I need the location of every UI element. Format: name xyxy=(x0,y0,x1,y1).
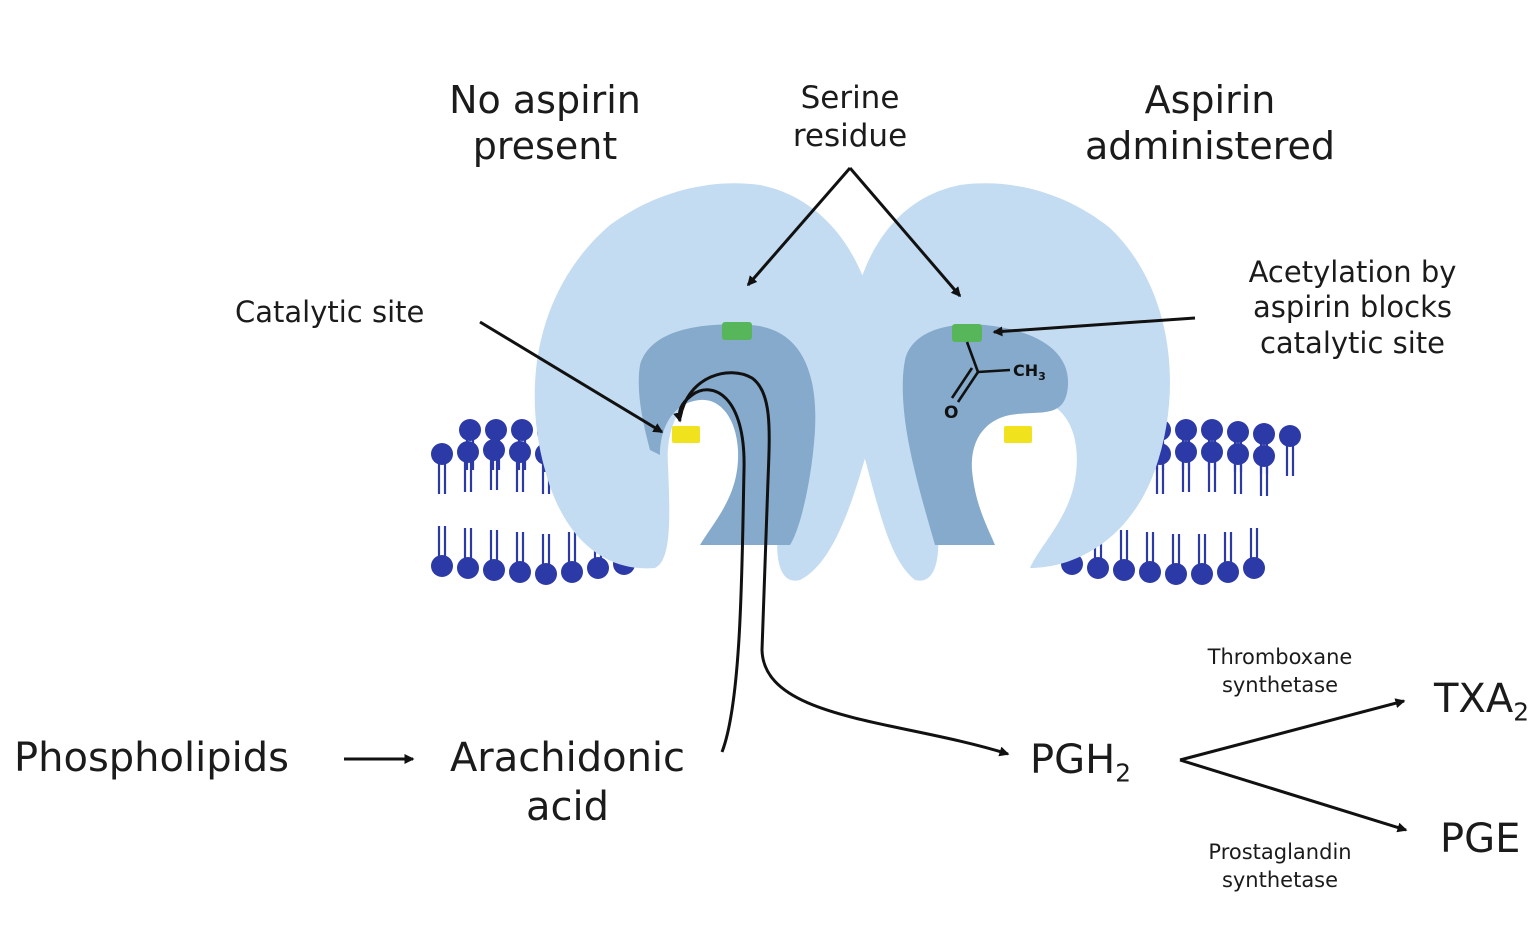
prostaglandin-line-1: Prostaglandin xyxy=(1208,840,1352,864)
acetylation-line-1: Acetylation by xyxy=(1248,255,1457,289)
prostaglandin-line-2: synthetase xyxy=(1221,868,1339,893)
acetylation-arrow xyxy=(992,316,1196,337)
no-aspirin-line-1: No aspirin xyxy=(449,78,641,122)
no-aspirin-line-2: present xyxy=(472,124,618,169)
txa2-subscript: 2 xyxy=(1513,697,1529,727)
serine-residue-label: Serine residue xyxy=(770,80,930,156)
acetylation-label: Acetylation by aspirin blocks catalytic … xyxy=(1205,255,1500,361)
serine-residue-right xyxy=(952,324,982,342)
thromboxane-synthetase-label: Thromboxane synthetase xyxy=(1185,643,1375,700)
phospholipids-label: Phospholipids xyxy=(14,735,289,781)
serine-arrow-left xyxy=(746,167,852,287)
ch3-text: CH xyxy=(1013,361,1038,380)
serine-arrow-right xyxy=(848,167,962,298)
enzyme-subunit-right xyxy=(848,183,1170,581)
pge-label: PGE xyxy=(1440,816,1521,862)
pgh2-label: PGH2 xyxy=(1030,736,1165,788)
arachidonic-line-2: acid xyxy=(525,783,609,830)
arachidonic-acid-label: Arachidonic acid xyxy=(430,734,705,832)
acetylation-line-3: catalytic site xyxy=(1259,325,1446,360)
substrate-path-outer xyxy=(678,371,1010,757)
serine-line-1: Serine xyxy=(800,80,900,116)
acetylation-line-2: aspirin blocks xyxy=(1253,290,1452,325)
arachidonic-line-1: Arachidonic xyxy=(449,735,686,781)
prostaglandin-synthetase-label: Prostaglandin synthetase xyxy=(1185,838,1375,895)
thromboxane-line-2: synthetase xyxy=(1221,673,1339,698)
pgh2-subscript: 2 xyxy=(1115,758,1131,788)
no-aspirin-label: No aspirin present xyxy=(425,77,665,170)
acetyl-group xyxy=(950,341,1011,403)
ch3-label: CH3 xyxy=(1013,361,1046,383)
aspirin-line-1: Aspirin xyxy=(1144,78,1276,122)
serine-residue-left xyxy=(722,322,752,340)
pgh2-text: PGH xyxy=(1030,737,1116,783)
txa2-text: TXA xyxy=(1434,676,1514,722)
thromboxane-line-1: Thromboxane xyxy=(1207,645,1353,669)
catalytic-site-arrow xyxy=(479,320,664,434)
catalytic-site-right xyxy=(1004,426,1032,443)
aspirin-line-2: administered xyxy=(1085,124,1335,169)
prostaglandin-branch-arrow xyxy=(1179,758,1408,833)
catalytic-site-label: Catalytic site xyxy=(235,295,425,329)
enzyme-subunit-left xyxy=(534,183,880,581)
thromboxane-branch-arrow xyxy=(1179,698,1406,762)
serine-line-2: residue xyxy=(792,117,908,154)
aspirin-administered-label: Aspirin administered xyxy=(1060,77,1360,170)
ch3-subscript: 3 xyxy=(1038,370,1046,383)
substrate-path-inner xyxy=(673,388,746,753)
oxygen-label: O xyxy=(944,403,958,423)
catalytic-site-left xyxy=(672,426,700,443)
txa2-label: TXA2 xyxy=(1434,675,1539,727)
